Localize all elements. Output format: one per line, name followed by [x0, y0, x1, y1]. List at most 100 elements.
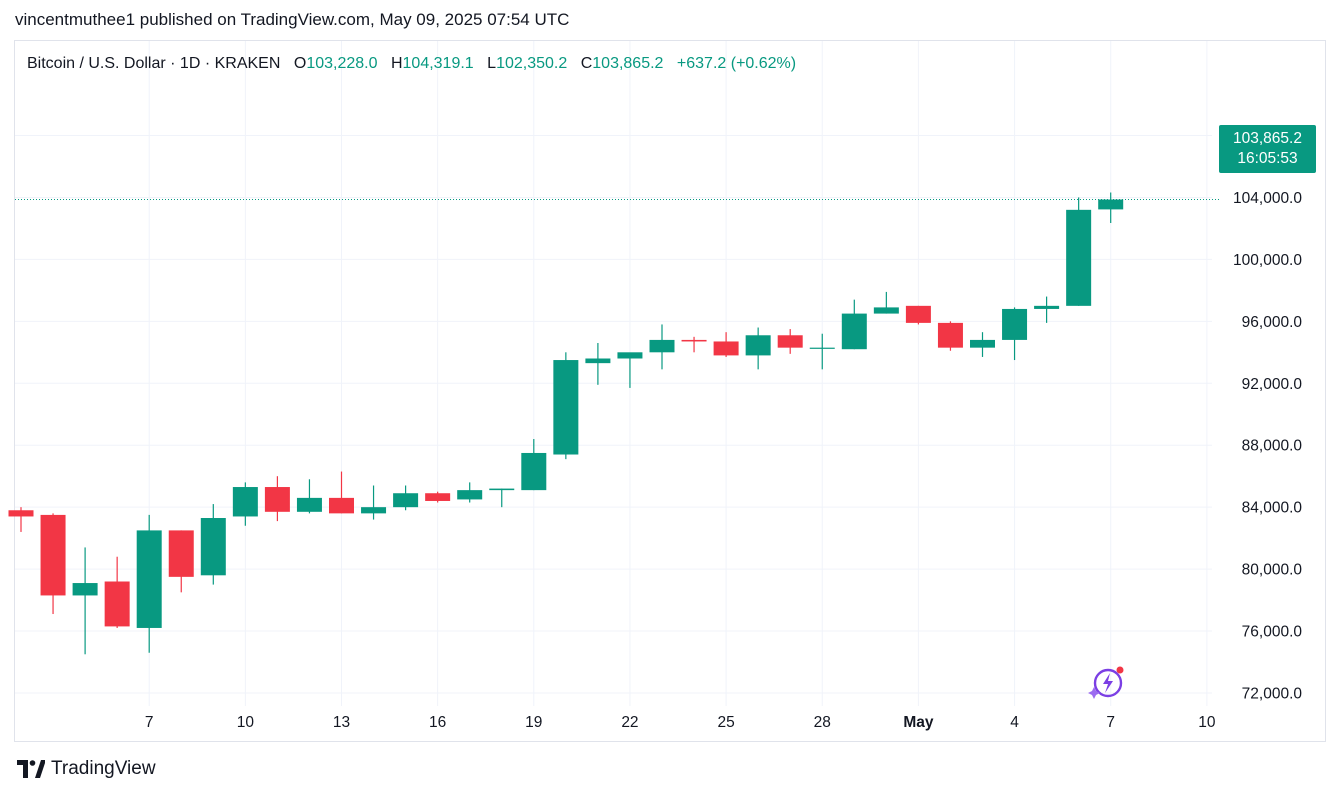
candle [649, 324, 675, 370]
sparkle-assistant-icon[interactable] [1086, 665, 1128, 706]
candle [617, 352, 643, 388]
time-axis[interactable]: 7 10 13 16 19 22 25 28 May 4 7 10 [145, 714, 1216, 731]
time-tick-label: May [903, 714, 934, 731]
time-tick-label: 10 [1198, 714, 1216, 731]
candle-body [489, 488, 515, 491]
legend-close-label: C [580, 55, 593, 72]
candle-body [1098, 199, 1124, 210]
candle-body [617, 352, 643, 359]
candle-body [553, 360, 579, 455]
candle-body [970, 339, 995, 348]
time-tick-label: 19 [525, 714, 542, 731]
candle-body [873, 307, 899, 314]
candle [713, 332, 739, 357]
candle-body [841, 313, 867, 350]
candle-body [200, 518, 226, 576]
candle [970, 332, 995, 357]
candle-body [585, 358, 611, 364]
candle-body [521, 452, 547, 491]
candle-body [8, 510, 34, 517]
candle-body [168, 530, 194, 577]
candle-body [104, 581, 130, 627]
time-tick-label: 7 [1106, 714, 1115, 731]
candle-body [329, 497, 354, 514]
candle [1002, 307, 1028, 361]
candle [168, 530, 194, 593]
chart-frame [14, 40, 1326, 742]
tradingview-brand[interactable]: TradingView [17, 758, 156, 780]
time-tick-label: 25 [717, 714, 734, 731]
legend-low: 102,350.2 [496, 55, 568, 72]
candle-body [905, 305, 931, 323]
candle [553, 352, 579, 460]
legend-symbol[interactable]: Bitcoin / U.S. Dollar · 1D · KRAKEN [27, 55, 281, 72]
candles [8, 192, 1124, 655]
candle-body [745, 335, 771, 356]
candle-body [1066, 209, 1092, 306]
time-tick-label: 7 [145, 714, 154, 731]
price-tick-label: 100,000.0 [1233, 252, 1302, 269]
candle [200, 504, 226, 585]
tradingview-logo-icon [17, 760, 45, 778]
brand-name: TradingView [51, 758, 156, 779]
candle [8, 507, 34, 532]
price-tick-label: 72,000.0 [1242, 686, 1303, 703]
candle-body [425, 493, 451, 501]
candle [873, 291, 899, 314]
candle [296, 479, 322, 514]
price-tick-label: 96,000.0 [1242, 314, 1303, 331]
candle [841, 299, 867, 350]
legend-change: +637.2 (+0.62%) [676, 55, 797, 72]
candle [585, 343, 611, 385]
candle [232, 482, 258, 526]
price-axis[interactable]: 72,000.0 76,000.0 80,000.0 84,000.0 88,000.0… [1233, 128, 1302, 703]
candle [425, 491, 451, 503]
candle-body [713, 341, 739, 356]
legend-high: 104,319.1 [402, 55, 474, 72]
candle-body [1034, 305, 1060, 309]
price-tick-label: 88,000.0 [1242, 438, 1303, 455]
price-tick-label: 84,000.0 [1242, 500, 1303, 517]
candle-body [136, 530, 162, 628]
candle-body [232, 487, 258, 517]
candle [393, 485, 419, 511]
last-price-value: 103,865.2 [1233, 130, 1302, 147]
candle-body [40, 514, 66, 596]
candle-body [457, 490, 483, 500]
candle [905, 305, 931, 325]
candle [1066, 197, 1092, 306]
candle [457, 482, 483, 503]
candle [809, 333, 835, 370]
candle [521, 439, 547, 491]
candle [745, 327, 771, 370]
candle-body [1002, 308, 1028, 340]
candle [361, 485, 387, 520]
legend-open: 103,228.0 [306, 55, 378, 72]
candle [136, 514, 162, 653]
symbol-legend: Bitcoin / U.S. Dollar · 1D · KRAKEN O103… [27, 55, 796, 73]
candle-body [393, 493, 419, 508]
last-price-tag: 103,865.2 16:05:53 [1219, 125, 1316, 173]
candle-body [264, 487, 290, 512]
candle-body [681, 339, 707, 342]
candle-body [361, 507, 387, 514]
price-tick-label: 104,000.0 [1233, 190, 1302, 207]
candle-body [777, 335, 803, 348]
candle-body [809, 347, 835, 349]
grid-lines [15, 41, 1212, 706]
candle [777, 329, 803, 354]
publisher-header: vincentmuthee1 published on TradingView.… [15, 10, 570, 29]
price-tick-label: 76,000.0 [1242, 624, 1303, 641]
time-tick-label: 28 [814, 714, 831, 731]
time-tick-label: 10 [237, 714, 255, 731]
candle [104, 556, 130, 628]
bar-countdown: 16:05:53 [1237, 150, 1298, 167]
legend-high-label: H [390, 55, 403, 72]
candle [937, 321, 963, 351]
legend-open-label: O [293, 55, 307, 72]
price-tick-label: 92,000.0 [1242, 376, 1303, 393]
candle [264, 476, 290, 522]
candle-body [72, 583, 98, 596]
candle-body [296, 497, 322, 512]
